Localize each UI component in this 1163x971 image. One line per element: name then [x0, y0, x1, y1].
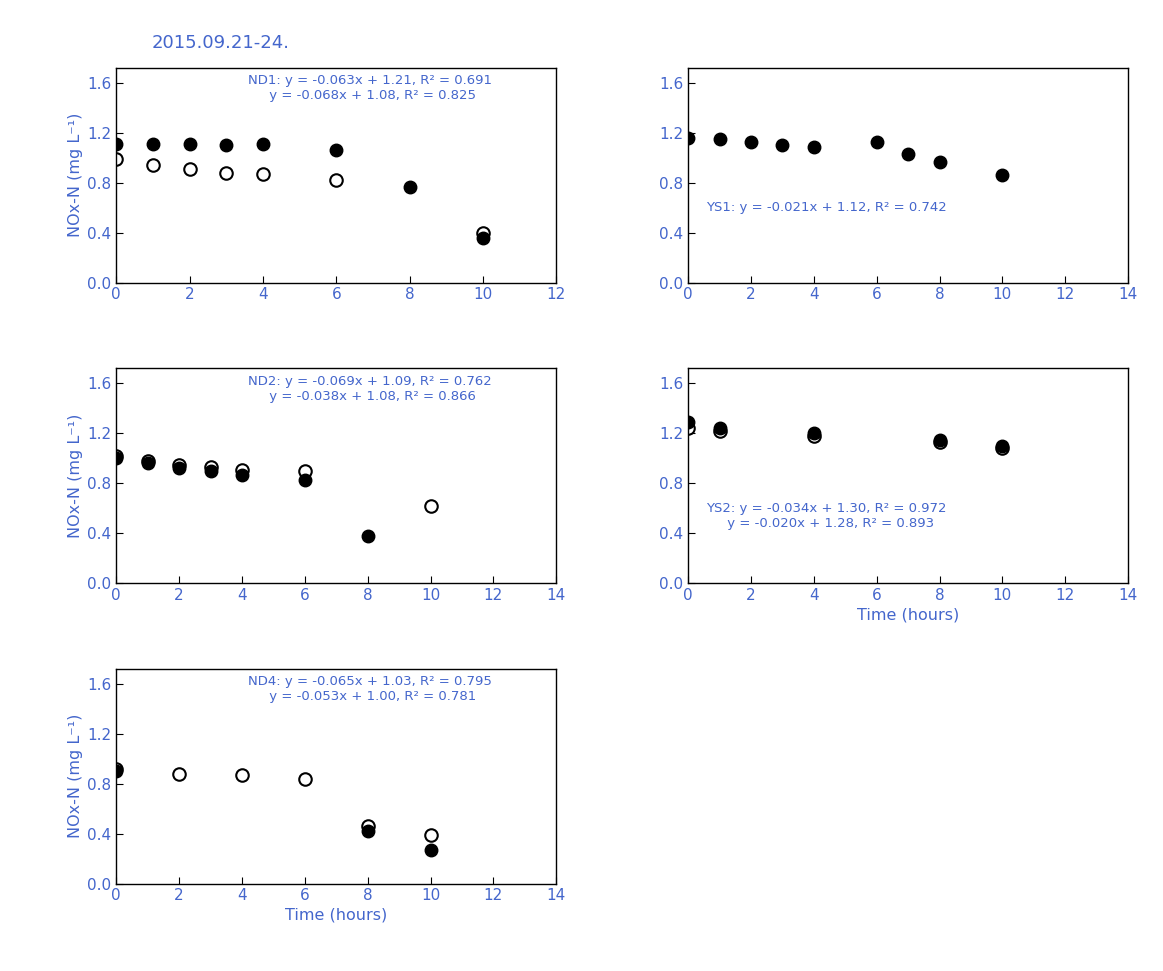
Y-axis label: NOx-N (mg L⁻¹): NOx-N (mg L⁻¹) [67, 113, 83, 238]
Text: ND2: y = -0.069x + 1.09, R² = 0.762
     y = -0.038x + 1.08, R² = 0.866: ND2: y = -0.069x + 1.09, R² = 0.762 y = … [248, 375, 492, 403]
Text: ND4: y = -0.065x + 1.03, R² = 0.795
     y = -0.053x + 1.00, R² = 0.781: ND4: y = -0.065x + 1.03, R² = 0.795 y = … [248, 676, 492, 703]
Text: YS2: y = -0.034x + 1.30, R² = 0.972
     y = -0.020x + 1.28, R² = 0.893: YS2: y = -0.034x + 1.30, R² = 0.972 y = … [706, 502, 947, 529]
Y-axis label: NOx-N (mg L⁻¹): NOx-N (mg L⁻¹) [67, 714, 83, 839]
X-axis label: Time (hours): Time (hours) [857, 607, 959, 622]
X-axis label: Time (hours): Time (hours) [285, 908, 387, 922]
Text: 2015.09.21-24.: 2015.09.21-24. [151, 34, 290, 52]
Text: ND1: y = -0.063x + 1.21, R² = 0.691
     y = -0.068x + 1.08, R² = 0.825: ND1: y = -0.063x + 1.21, R² = 0.691 y = … [248, 75, 492, 102]
Y-axis label: NOx-N (mg L⁻¹): NOx-N (mg L⁻¹) [67, 414, 83, 538]
Text: YS1: y = -0.021x + 1.12, R² = 0.742: YS1: y = -0.021x + 1.12, R² = 0.742 [706, 201, 947, 214]
